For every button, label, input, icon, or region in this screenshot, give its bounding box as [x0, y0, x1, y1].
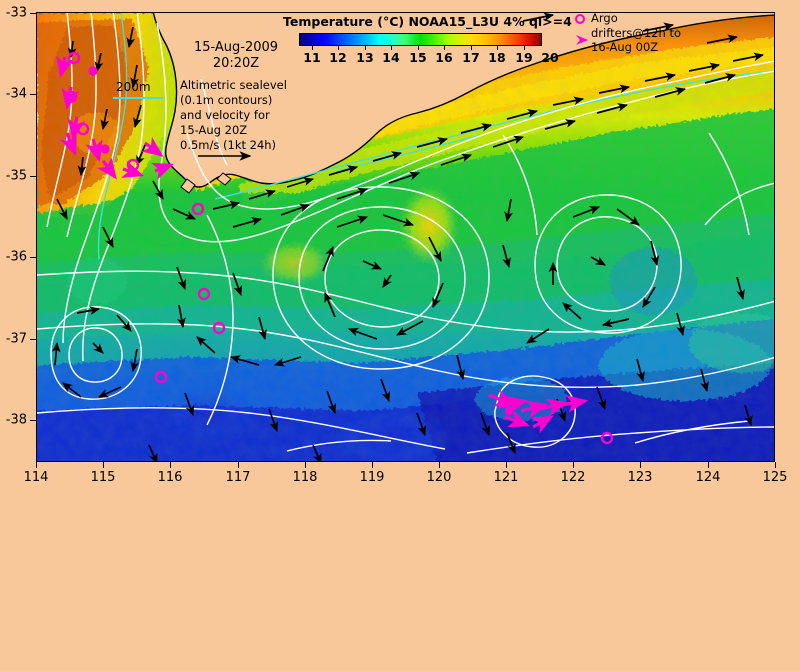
y-tick-label: -33	[5, 5, 27, 21]
y-tick	[30, 339, 36, 340]
sst-map-plot[interactable]	[36, 12, 775, 462]
colorbar-tick-label: 17	[462, 50, 480, 65]
argo-circle-icon	[575, 14, 585, 24]
annotation-line-3: and velocity for	[180, 107, 270, 122]
x-tick-label: 118	[292, 470, 318, 485]
y-tick-label: -36	[5, 249, 27, 265]
colorbar-tick-label: 18	[488, 50, 506, 65]
x-tick	[775, 462, 776, 468]
x-tick-label: 116	[157, 470, 183, 485]
y-tick	[30, 13, 36, 14]
timestamp-label: 15-Aug-2009 20:20Z	[176, 40, 296, 72]
argo-legend: Argo drifters@12h to 16-Aug 00Z	[575, 11, 703, 58]
colorbar-legend[interactable]: Temperature (°C) NOAA15_L3U 4% ql>=4 11 …	[283, 14, 572, 70]
colorbar-tick-label: 15	[409, 50, 427, 65]
colorbar-tick	[524, 46, 525, 50]
x-tick	[238, 462, 239, 468]
colorbar-tick	[471, 46, 472, 50]
timestamp-date: 15-Aug-2009	[193, 40, 279, 55]
altimetry-annotation: Altimetric sealevel (0.1m contours) and …	[180, 78, 310, 153]
scalebar-label: 200m	[116, 80, 151, 94]
colorbar-tick-label: 16	[435, 50, 453, 65]
colorbar-tick	[365, 46, 366, 50]
colorbar-tick-label: 19	[515, 50, 533, 65]
x-tick-label: 124	[695, 470, 721, 485]
colorbar-tick	[497, 46, 498, 50]
land-mass	[152, 13, 774, 194]
x-tick	[640, 462, 641, 468]
x-tick	[305, 462, 306, 468]
y-tick	[30, 176, 36, 177]
colorbar-gradient[interactable]	[299, 33, 542, 46]
velocity-scale-arrow-icon	[198, 151, 252, 161]
colorbar-tick-label: 20	[541, 50, 559, 65]
map-svg	[37, 13, 774, 461]
scalebar-line	[113, 97, 163, 99]
sealevel-contours	[37, 13, 774, 454]
argo-legend-line-1: Argo	[591, 11, 618, 25]
colorbar-tick	[444, 46, 445, 50]
argo-legend-line-3: 16-Aug 00Z	[591, 40, 659, 55]
colorbar-tick-label: 14	[382, 50, 400, 65]
x-tick-label: 120	[426, 470, 452, 485]
y-tick	[30, 420, 36, 421]
x-tick-label: 114	[23, 470, 49, 485]
x-tick	[372, 462, 373, 468]
x-tick	[708, 462, 709, 468]
argo-legend-line-2: drifters@12h to	[591, 25, 681, 40]
annotation-line-5: 0.5m/s (1kt 24h)	[180, 137, 277, 152]
argo-drifter-tracks	[56, 51, 614, 445]
timestamp-time: 20:20Z	[212, 55, 260, 71]
colorbar-tick	[312, 46, 313, 50]
x-tick-label: 121	[493, 470, 519, 485]
x-tick	[170, 462, 171, 468]
colorbar-tick-label: 11	[303, 50, 321, 65]
annotation-line-1: Altimetric sealevel	[180, 78, 287, 92]
x-tick	[506, 462, 507, 468]
y-tick-label: -34	[5, 86, 27, 102]
y-tick	[30, 257, 36, 258]
y-tick-label: -35	[5, 168, 27, 184]
x-tick	[103, 462, 104, 468]
colorbar-title: Temperature (°C) NOAA15_L3U 4% ql>=4	[283, 14, 572, 29]
colorbar-tick	[338, 46, 339, 50]
x-tick-label: 123	[627, 470, 653, 485]
x-tick	[573, 462, 574, 468]
x-tick-label: 119	[359, 470, 385, 485]
x-tick	[439, 462, 440, 468]
x-tick-label: 122	[560, 470, 586, 485]
colorbar-tick	[418, 46, 419, 50]
y-tick-label: -38	[5, 412, 27, 428]
colorbar-tick-label: 12	[329, 50, 347, 65]
y-tick	[30, 94, 36, 95]
colorbar-tick-label: 13	[356, 50, 374, 65]
x-tick-label: 115	[90, 470, 116, 485]
figure-canvas: 114 115 116 117 118 119 120 121 122 123 …	[5, 5, 788, 485]
x-tick-label: 117	[225, 470, 251, 485]
y-tick-label: -37	[5, 331, 27, 347]
argo-arrow-icon	[576, 35, 588, 45]
annotation-line-4: 15-Aug 20Z	[180, 122, 248, 137]
colorbar-tick	[391, 46, 392, 50]
annotation-line-2: (0.1m contours)	[180, 92, 273, 107]
x-tick-label: 125	[762, 470, 788, 485]
x-tick	[36, 462, 37, 468]
